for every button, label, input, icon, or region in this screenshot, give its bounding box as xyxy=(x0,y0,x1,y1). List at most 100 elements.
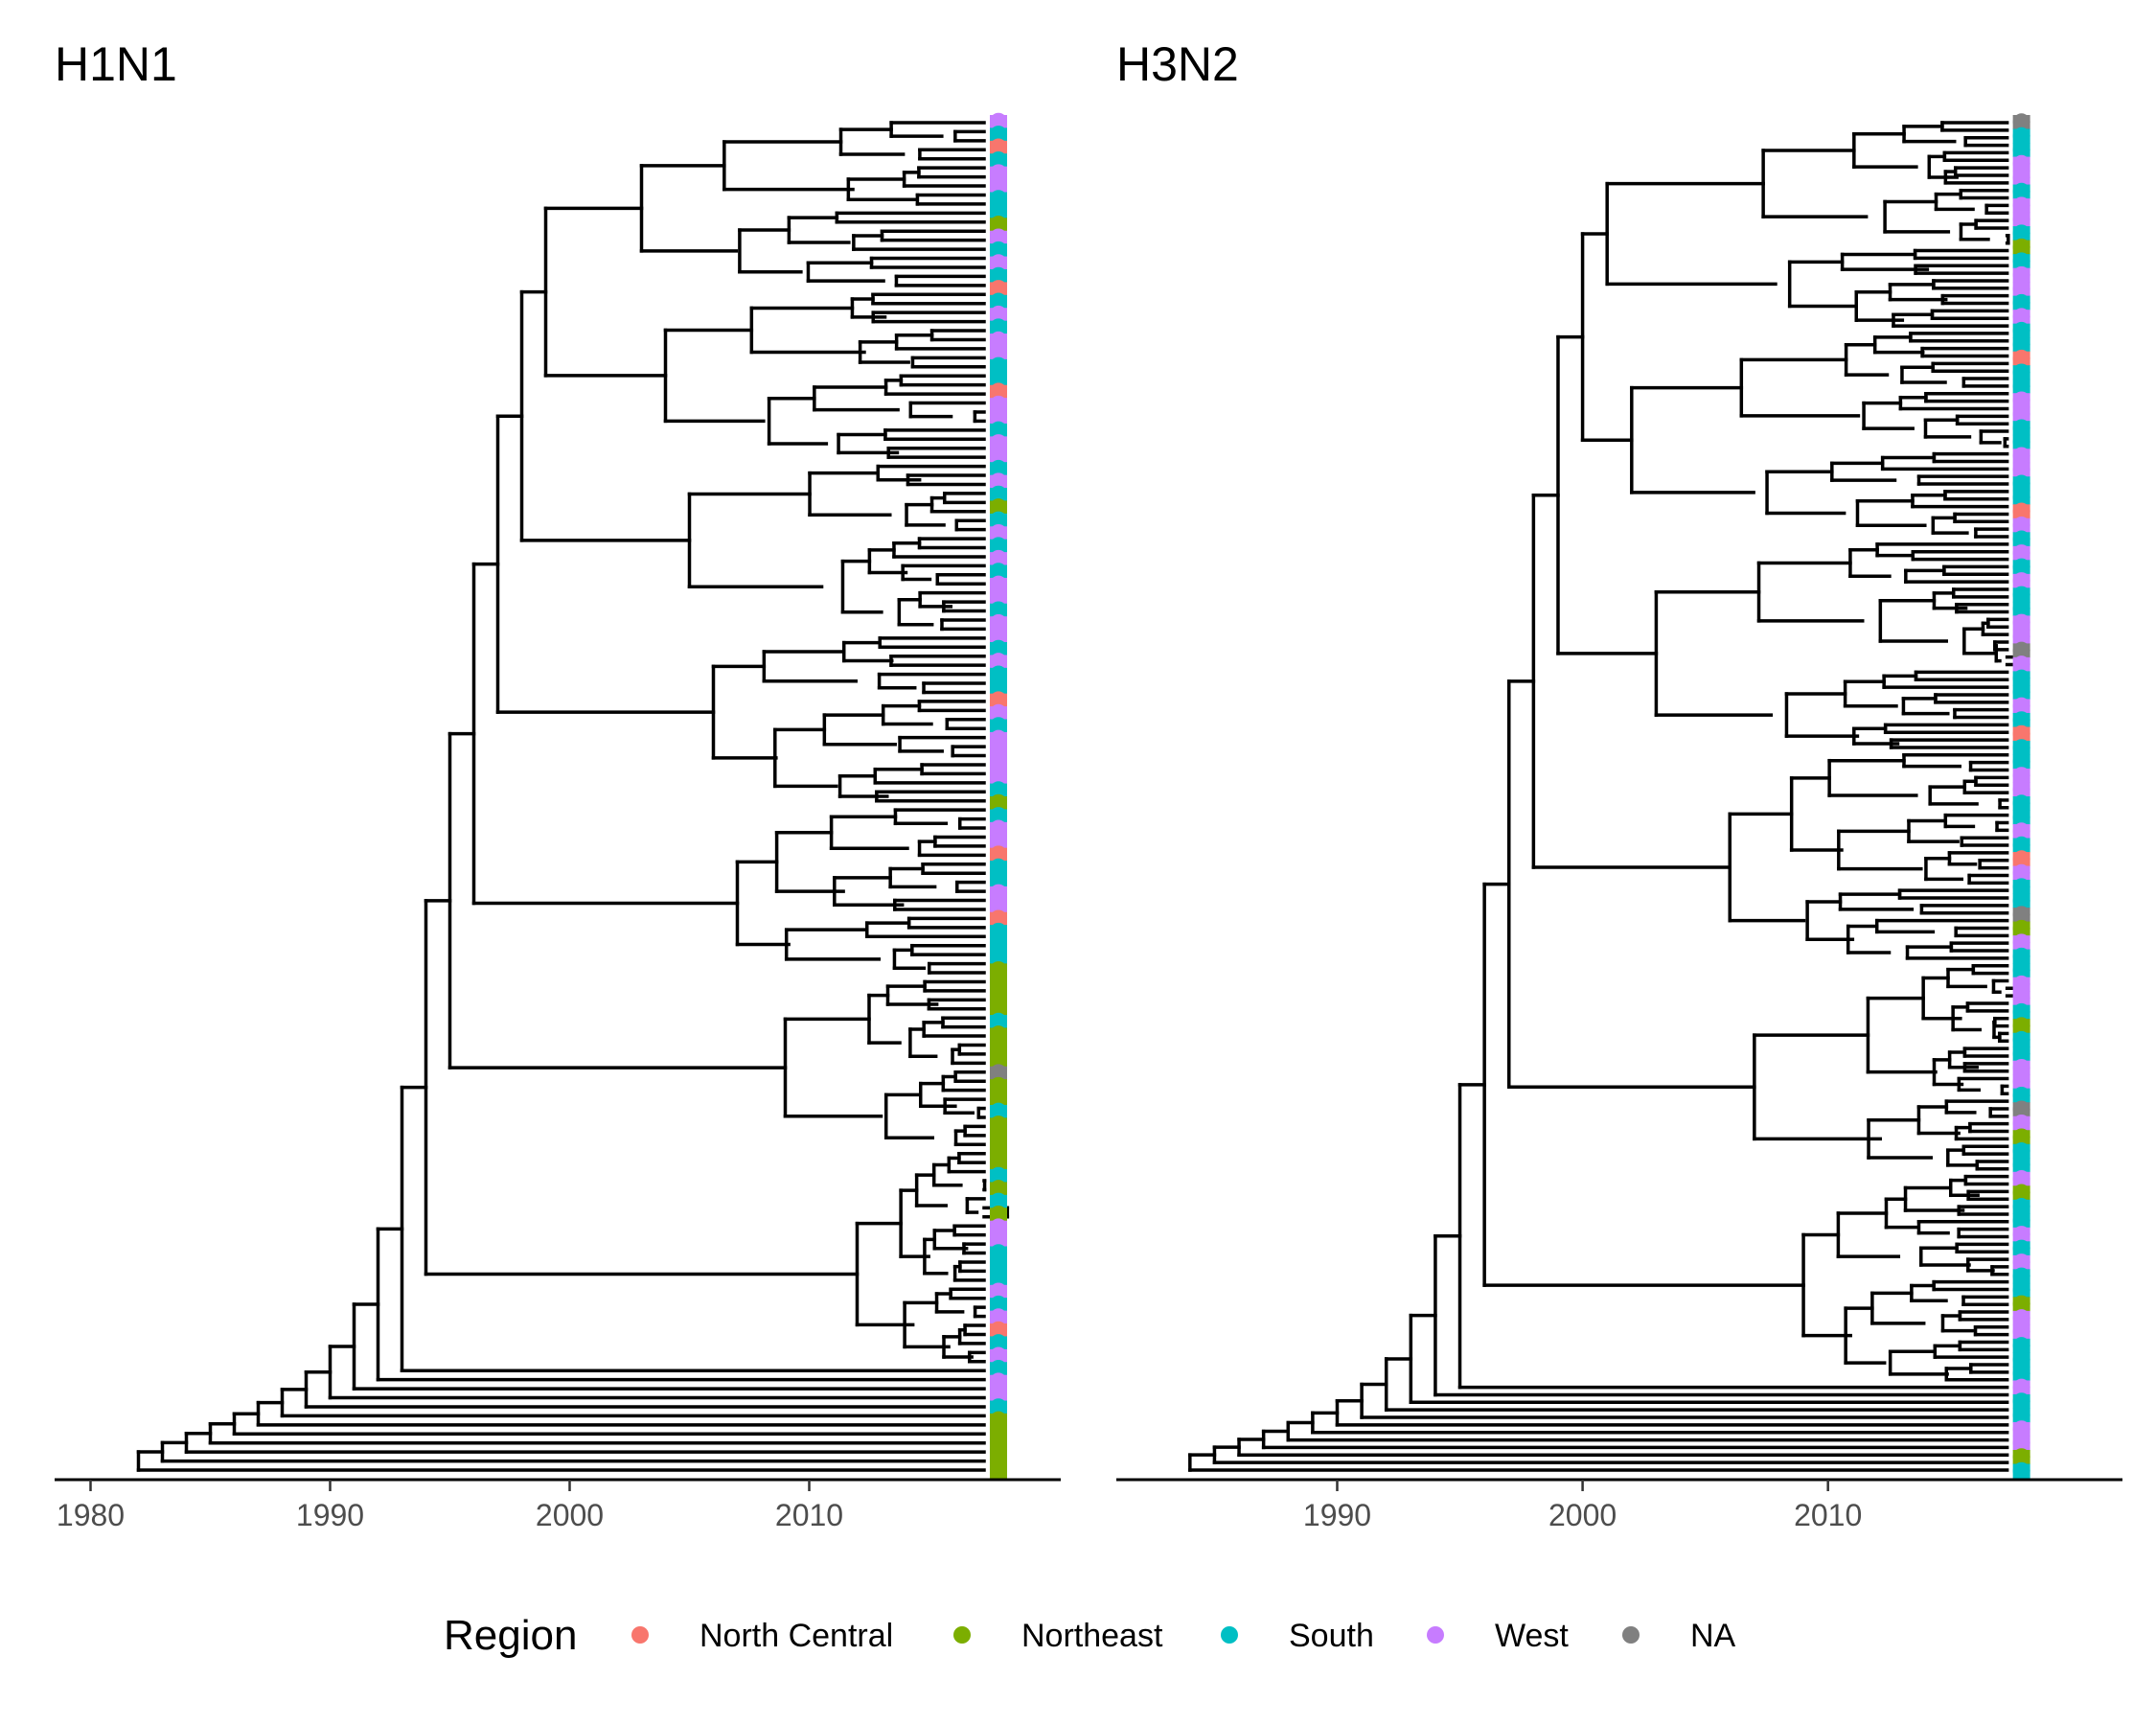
h1n1-x-axis: 1980 1990 2000 2010 xyxy=(55,1478,1061,1532)
tip-point xyxy=(2012,1254,2030,1272)
tip-point xyxy=(990,511,1007,529)
tip-point xyxy=(990,472,1007,491)
tip-point xyxy=(2012,196,2030,215)
tip-point xyxy=(2012,1114,2030,1132)
tip-point xyxy=(990,1282,1007,1300)
tip-point xyxy=(2012,447,2030,465)
tip-point xyxy=(990,498,1007,517)
tip-point xyxy=(2012,1058,2030,1076)
tip-point xyxy=(990,150,1007,169)
x-tick-label: 1990 xyxy=(296,1498,364,1532)
tip-point xyxy=(2012,544,2030,563)
h3n2-tip-points xyxy=(2012,113,2030,1480)
tip-point xyxy=(2012,1295,2030,1313)
tip-point xyxy=(990,1116,1007,1134)
tip-point xyxy=(2012,878,2030,896)
tip-point xyxy=(990,601,1007,619)
tip-point xyxy=(990,755,1007,773)
tip-point xyxy=(990,794,1007,812)
tip-point xyxy=(2012,1309,2030,1327)
tip-point xyxy=(2012,210,2030,228)
tip-point xyxy=(2012,141,2030,159)
tip-point xyxy=(990,653,1007,671)
tip-point xyxy=(2012,404,2030,423)
legend-entry: NA xyxy=(1622,1618,1736,1654)
tip-point xyxy=(990,241,1007,259)
tip-point xyxy=(990,549,1007,567)
tip-point xyxy=(2012,724,2030,743)
tip-point xyxy=(990,344,1007,362)
tip-point xyxy=(2012,906,2030,924)
tip-point xyxy=(990,1038,1007,1056)
tip-point xyxy=(990,1192,1007,1210)
tip-point xyxy=(2012,863,2030,882)
tip-point xyxy=(990,948,1007,966)
tip-point xyxy=(2012,154,2030,172)
tip-point xyxy=(990,1102,1007,1120)
tip-point xyxy=(2012,1281,2030,1300)
x-tick-label: 2000 xyxy=(536,1498,604,1532)
tip-point xyxy=(2012,349,2030,367)
tip-point xyxy=(990,1244,1007,1262)
tip-point xyxy=(2012,238,2030,256)
tip-point xyxy=(2012,947,2030,965)
tip-point xyxy=(990,305,1007,323)
tip-point xyxy=(2012,502,2030,520)
legend-label: Northeast xyxy=(1021,1618,1163,1654)
tip-point xyxy=(2012,1211,2030,1230)
h1n1-panel-title: H1N1 xyxy=(55,37,177,91)
tip-point xyxy=(2012,1086,2030,1104)
tip-point xyxy=(2012,1406,2030,1424)
tip-point xyxy=(990,318,1007,336)
tip-point xyxy=(990,164,1007,182)
tip-point xyxy=(2012,641,2030,659)
legend-entry: Northeast xyxy=(953,1618,1163,1654)
tip-point xyxy=(2012,1002,2030,1021)
tip-point xyxy=(2012,752,2030,770)
legend-label: North Central xyxy=(700,1618,893,1654)
tip-point xyxy=(2012,683,2030,702)
tip-point xyxy=(2012,1239,2030,1257)
tip-point xyxy=(990,1000,1007,1018)
tip-point xyxy=(990,665,1007,683)
tip-point xyxy=(990,986,1007,1004)
tip-point xyxy=(2012,113,2030,131)
tip-point xyxy=(2012,419,2030,437)
tip-point xyxy=(990,228,1007,246)
tip-point xyxy=(990,1308,1007,1326)
tip-point xyxy=(2012,780,2030,798)
tip-point xyxy=(2012,1350,2030,1368)
tip-point xyxy=(2012,517,2030,535)
tip-point xyxy=(2012,1392,2030,1411)
h3n2-panel: H3N2 1990 2000 2010 xyxy=(1116,37,2122,1532)
h3n2-panel-title: H3N2 xyxy=(1116,37,1239,91)
tip-point xyxy=(990,395,1007,413)
tip-point xyxy=(990,1424,1007,1442)
tip-point xyxy=(990,1359,1007,1377)
tip-point xyxy=(990,254,1007,272)
tip-point xyxy=(2012,850,2030,868)
legend-key-northeast xyxy=(953,1626,971,1644)
tip-point xyxy=(2012,656,2030,674)
tip-point xyxy=(990,974,1007,992)
tip-point xyxy=(2012,377,2030,395)
legend-key-na xyxy=(1622,1626,1640,1644)
tip-point xyxy=(990,190,1007,208)
tip-point xyxy=(990,1140,1007,1159)
tip-point xyxy=(2012,1045,2030,1063)
legend-label: West xyxy=(1495,1618,1569,1654)
tip-point xyxy=(2012,1128,2030,1146)
x-tick-label: 1990 xyxy=(1303,1498,1371,1532)
tip-point xyxy=(990,434,1007,452)
tip-point xyxy=(2012,1030,2030,1048)
tip-point xyxy=(2012,530,2030,548)
tip-point xyxy=(2012,1337,2030,1355)
tip-point xyxy=(2012,474,2030,493)
tip-point xyxy=(990,1295,1007,1313)
tip-point xyxy=(990,1012,1007,1030)
tip-point xyxy=(990,138,1007,156)
tip-point xyxy=(990,922,1007,940)
tip-point xyxy=(2012,280,2030,298)
tip-point xyxy=(990,1076,1007,1094)
